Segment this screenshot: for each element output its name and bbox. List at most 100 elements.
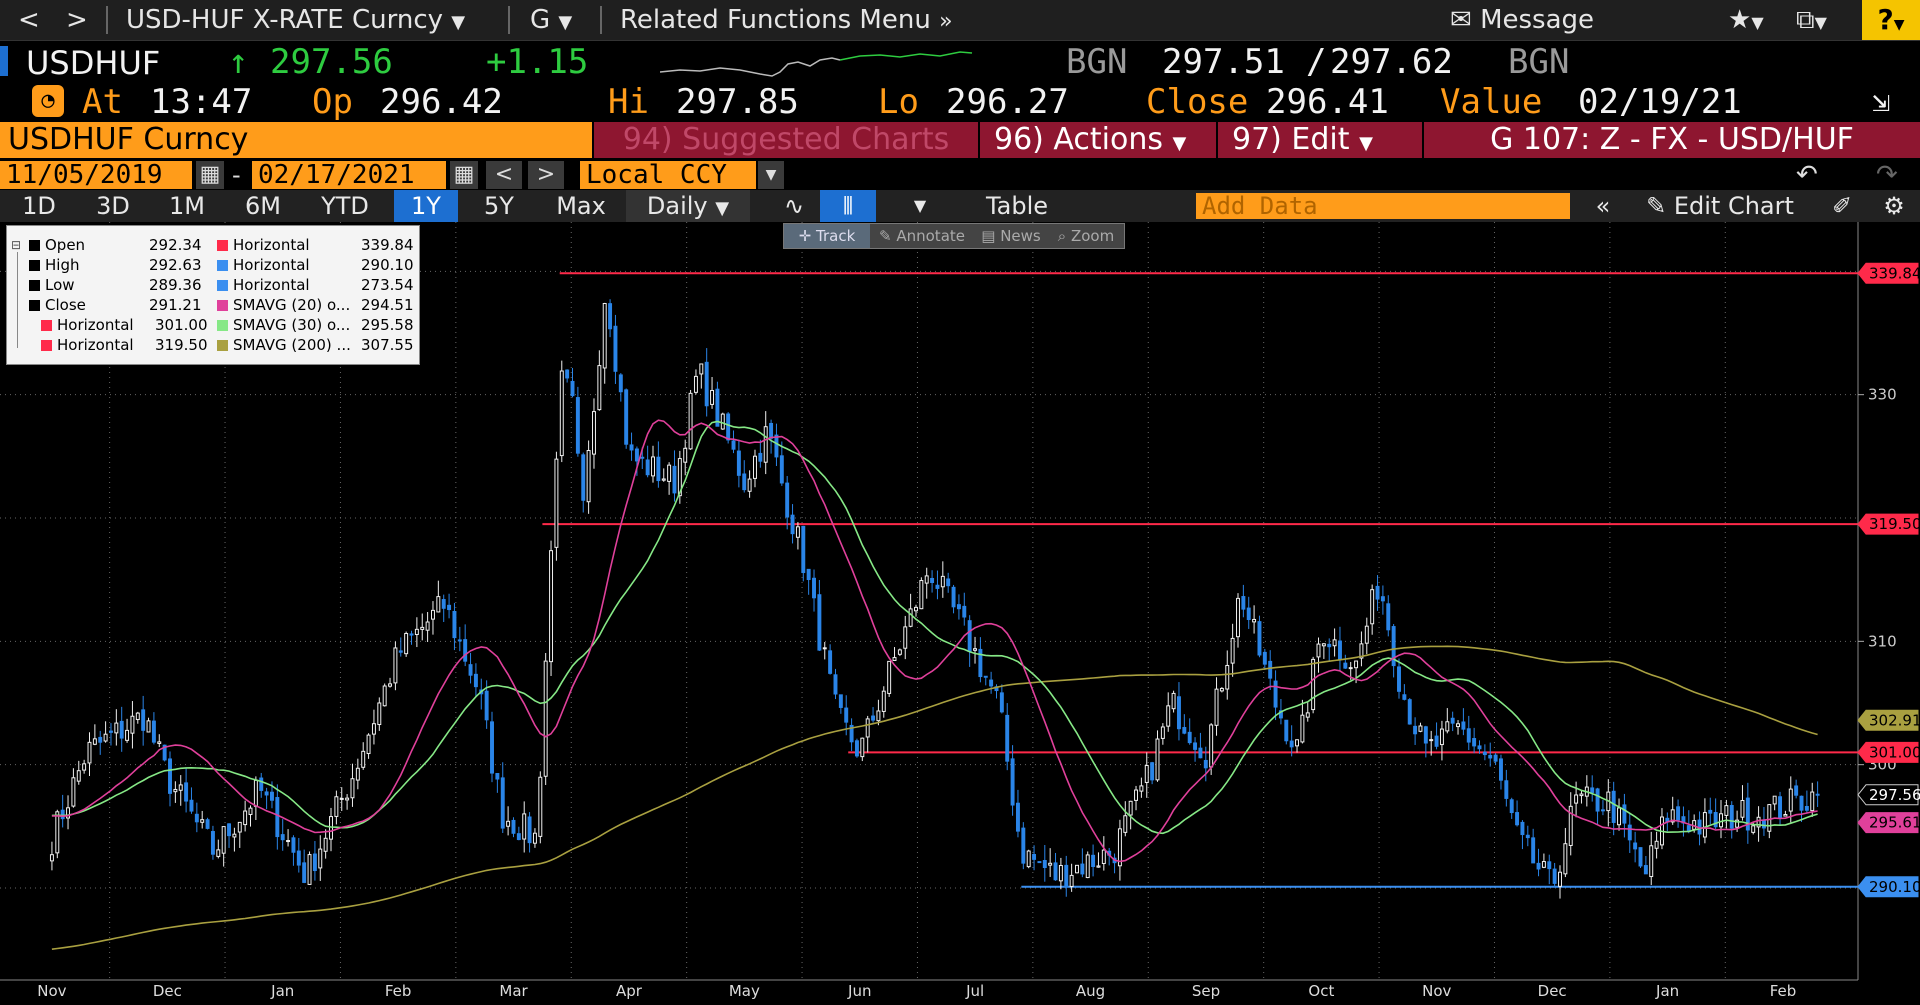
- tab-3d[interactable]: 3D: [96, 192, 130, 220]
- tab-ytd[interactable]: YTD: [321, 192, 369, 220]
- suggested-charts-button[interactable]: 94) Suggested Charts: [594, 122, 978, 158]
- x-month-label: Nov: [1422, 982, 1451, 1000]
- expand-icon[interactable]: ⇲: [1872, 84, 1891, 119]
- track-tool[interactable]: ✛ Track: [784, 224, 870, 248]
- window-icon[interactable]: ⧉▼: [1796, 5, 1827, 35]
- candle-body: [704, 361, 709, 407]
- candle-body: [404, 632, 409, 655]
- currency-select[interactable]: Local CCY: [580, 161, 756, 189]
- redo-icon[interactable]: ↷: [1876, 160, 1898, 190]
- prev-period-icon[interactable]: <: [486, 161, 522, 189]
- tab-5y[interactable]: 5Y: [484, 192, 514, 220]
- candle-body: [1219, 687, 1224, 692]
- candle-body: [312, 853, 317, 872]
- edit-chart-button[interactable]: ✎ Edit Chart: [1632, 190, 1808, 222]
- candle-body: [629, 444, 634, 451]
- candle-body: [463, 639, 468, 662]
- candle-body: [1579, 793, 1584, 797]
- candle-body: [693, 375, 698, 393]
- candle-body: [178, 784, 183, 791]
- candle-body: [92, 738, 97, 745]
- forward-icon[interactable]: >: [66, 5, 88, 35]
- related-functions-menu[interactable]: Related Functions Menu »: [620, 0, 953, 40]
- candle-body: [1617, 807, 1622, 826]
- candlestick-icon[interactable]: ⫴: [820, 190, 876, 222]
- legend-swatch: [217, 340, 228, 351]
- candle-body: [769, 422, 774, 439]
- zoom-tool[interactable]: ⌕ Zoom: [1050, 224, 1122, 248]
- line-chart-icon[interactable]: ∿: [783, 192, 805, 220]
- chart-legend[interactable]: ⊟ Open 292.34 High 292.63 Low 289.36 Clo…: [6, 225, 420, 365]
- envelope-icon: ✉: [1450, 5, 1472, 35]
- actions-menu[interactable]: 96) Actions ▼: [980, 122, 1216, 158]
- undo-icon[interactable]: ↶: [1796, 160, 1818, 190]
- function-menu[interactable]: G ▼: [530, 0, 572, 40]
- annotate-icon[interactable]: ✐: [1831, 192, 1853, 220]
- candle-body: [908, 608, 913, 627]
- edit-menu[interactable]: 97) Edit ▼: [1218, 122, 1422, 158]
- candle-body: [1418, 725, 1423, 732]
- chart-area[interactable]: 330 310 300 Nov Dec Jan Feb Mar Apr May Jun Jul Aug S…: [0, 222, 1920, 1005]
- table-button[interactable]: Table: [962, 190, 1072, 222]
- message-button[interactable]: ✉ Message: [1450, 0, 1594, 40]
- tab-1y[interactable]: 1Y: [394, 190, 458, 222]
- candle-body: [431, 609, 435, 620]
- zoom-label: Zoom: [1070, 227, 1115, 245]
- calendar-icon[interactable]: ▦: [450, 161, 478, 189]
- collapse-icon[interactable]: «: [1595, 192, 1611, 220]
- candle-body: [860, 737, 865, 758]
- table-label: Table: [985, 192, 1049, 220]
- caret-down-icon[interactable]: ▼: [758, 161, 784, 189]
- end-date-field[interactable]: 02/17/2021: [252, 161, 446, 189]
- related-functions-label: Related Functions Menu: [620, 5, 931, 35]
- candle-body: [350, 778, 355, 799]
- candle-body: [1445, 721, 1450, 732]
- security-field[interactable]: USDHUF Curncy: [0, 122, 592, 158]
- candle-body: [49, 854, 54, 862]
- add-data-input[interactable]: Add Data: [1196, 193, 1570, 219]
- period-select[interactable]: Daily ▼: [626, 190, 750, 222]
- favorite-star-icon[interactable]: ★▼: [1728, 5, 1764, 35]
- candle-body: [1477, 745, 1482, 750]
- price-tag: 295.61: [1857, 812, 1920, 834]
- legend-item: SMAVG (30) o...: [217, 315, 350, 335]
- candle-body: [1515, 812, 1520, 826]
- gauge-icon[interactable]: ◔: [32, 85, 64, 117]
- legend-label: Close: [45, 296, 86, 314]
- start-date-field[interactable]: 11/05/2019: [0, 161, 192, 189]
- tab-max[interactable]: Max: [556, 192, 606, 220]
- candle-body: [1413, 725, 1418, 735]
- legend-item: Horizontal: [41, 335, 134, 355]
- candle-body: [1552, 868, 1557, 884]
- gear-icon[interactable]: ⚙: [1883, 192, 1905, 220]
- help-button[interactable]: ?▼: [1862, 0, 1920, 40]
- tab-1m[interactable]: 1M: [169, 192, 205, 220]
- security-menu[interactable]: USD-HUF X-RATE Curncy ▼: [126, 0, 465, 40]
- candle-body: [1176, 696, 1181, 730]
- candle-body: [1724, 805, 1729, 816]
- tab-6m[interactable]: 6M: [245, 192, 281, 220]
- next-period-icon[interactable]: >: [528, 161, 564, 189]
- calendar-icon[interactable]: ▦: [196, 161, 224, 189]
- candle-body: [710, 389, 715, 405]
- candle-body: [210, 831, 215, 855]
- back-icon[interactable]: <: [18, 5, 40, 35]
- candle-body: [1295, 739, 1300, 747]
- bid-source: BGN: [1066, 42, 1128, 82]
- news-tool[interactable]: ▤ News: [974, 224, 1048, 248]
- caret-down-icon[interactable]: ▼: [913, 196, 927, 215]
- candle-body: [441, 599, 446, 609]
- candle-body: [371, 723, 376, 735]
- candle-body: [688, 392, 693, 450]
- quote-row-1: USDHUF ↑ 297.56 +1.15 BGN 297.51 / 297.6…: [0, 42, 1920, 82]
- price-tag-label: 301.00: [1869, 743, 1920, 761]
- annotate-tool[interactable]: ✎ Annotate: [872, 224, 972, 248]
- candle-body: [1794, 785, 1799, 796]
- candle-body: [871, 715, 876, 721]
- tab-1d[interactable]: 1D: [22, 192, 56, 220]
- candle-body: [1380, 596, 1385, 602]
- legend-item: Horizontal: [41, 315, 134, 335]
- legend-collapse-icon[interactable]: ⊟: [11, 238, 22, 252]
- candle-body: [1799, 795, 1804, 811]
